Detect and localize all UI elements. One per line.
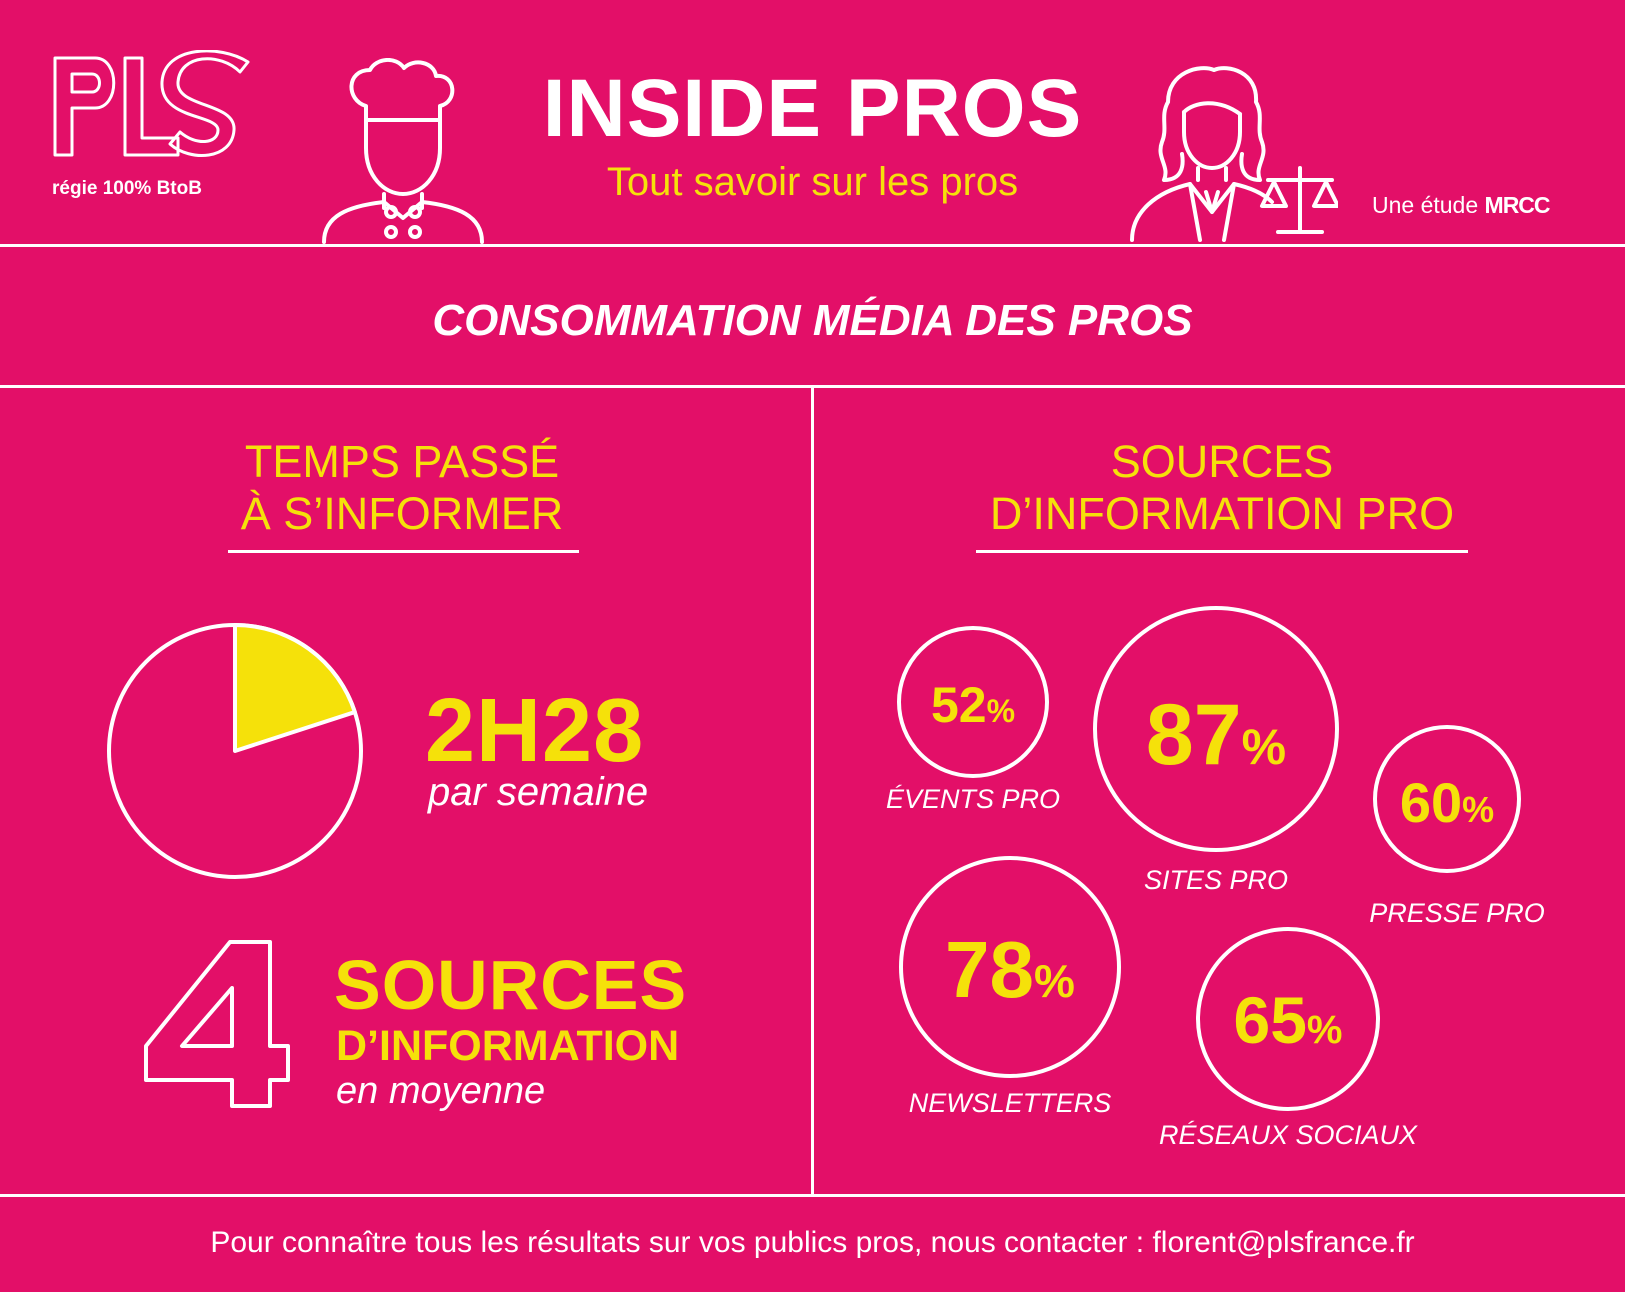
stat-circle-reseaux: [1196, 927, 1380, 1111]
stat-label-events: ÉVENTS PRO: [885, 784, 1061, 814]
time-heading-underline: [228, 550, 579, 553]
pls-logo: [53, 50, 250, 157]
sources-number: [144, 940, 290, 1108]
stat-circle-events: [897, 626, 1049, 778]
time-heading-line1: TEMPS PASSÉ: [244, 436, 560, 487]
sources-heading-line2: D’INFORMATION PRO: [989, 488, 1455, 539]
page-subtitle: Tout savoir sur les pros: [606, 160, 1019, 204]
stat-label-presse: PRESSE PRO: [1369, 898, 1545, 928]
contact-footer: Pour connaître tous les résultats sur vo…: [210, 1226, 1415, 1259]
stat-label-reseaux: RÉSEAUX SOCIAUX: [1158, 1120, 1418, 1150]
stat-value-newsletters: 78%: [945, 925, 1075, 1014]
panel-divider: [811, 388, 814, 1194]
time-pie-chart: [107, 623, 363, 879]
judge-icon: [1130, 66, 1338, 242]
stat-value-events: 52%: [930, 677, 1016, 733]
header-divider: [0, 244, 1625, 247]
section-title: CONSOMMATION MÉDIA DES PROS: [432, 296, 1193, 345]
logo-tagline: régie 100% BtoB: [52, 178, 202, 199]
study-credit: Une étude MRCC: [1372, 192, 1551, 219]
stat-circle-sites: [1093, 606, 1339, 852]
mrcc-logo: MRCC: [1484, 192, 1551, 218]
stat-circle-presse: [1373, 725, 1521, 873]
sources-label-line2: D’INFORMATION: [336, 1022, 680, 1070]
chef-icon: [322, 58, 484, 244]
time-heading: TEMPS PASSÉ À S’INFORMER: [212, 436, 592, 540]
sources-heading-underline: [976, 550, 1468, 553]
stat-circle-newsletters: [899, 856, 1121, 1078]
stat-value-reseaux: 65%: [1233, 983, 1343, 1057]
study-prefix: Une étude: [1372, 192, 1479, 218]
time-value: 2H28: [425, 681, 645, 781]
sources-average-label: en moyenne: [336, 1070, 546, 1112]
sources-heading-line1: SOURCES: [1110, 436, 1334, 487]
page-title: INSIDE PROS: [542, 63, 1083, 154]
sources-label: SOURCES: [334, 946, 688, 1024]
stat-value-sites: 87%: [1145, 687, 1287, 783]
stat-value-presse: 60%: [1399, 771, 1495, 834]
footer-divider: [0, 1194, 1625, 1197]
stat-label-newsletters: NEWSLETTERS: [908, 1088, 1112, 1118]
section-divider: [0, 385, 1625, 388]
sources-heading: SOURCES D’INFORMATION PRO: [922, 436, 1522, 540]
time-heading-line2: À S’INFORMER: [240, 488, 564, 539]
time-unit: par semaine: [428, 770, 649, 814]
stat-label-sites: SITES PRO: [1143, 865, 1289, 895]
pie-slice: [233, 623, 357, 753]
